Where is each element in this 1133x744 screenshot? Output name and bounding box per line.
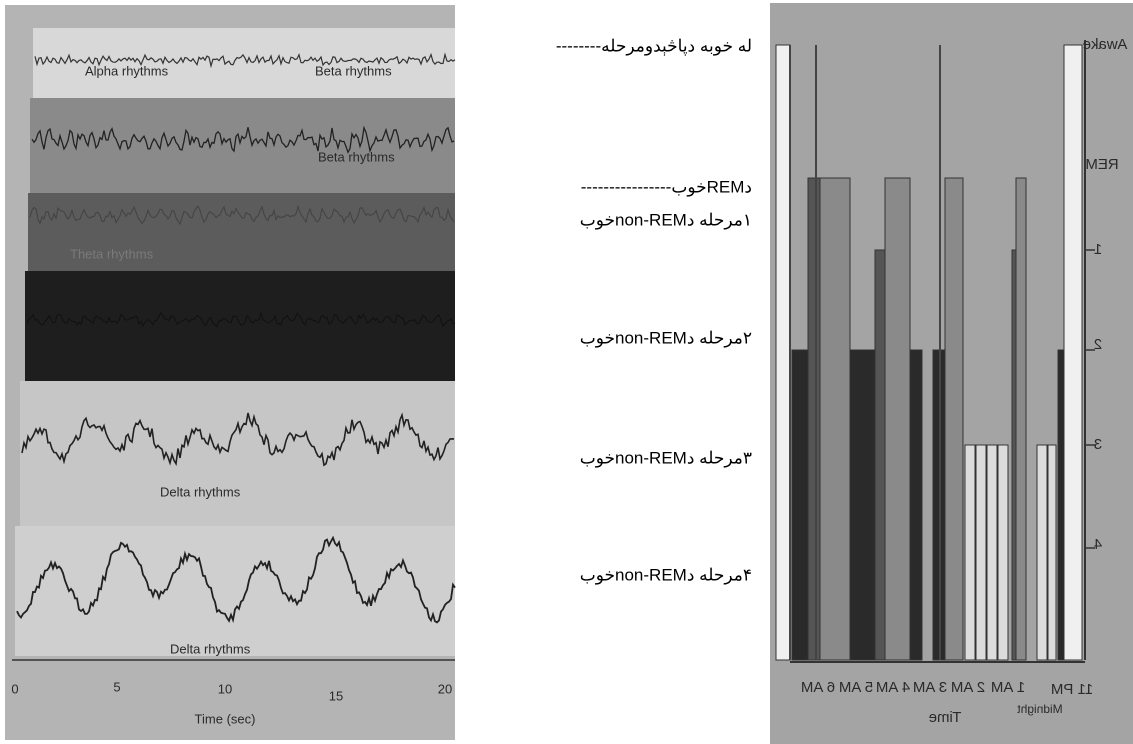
time-tick: 1 AM — [991, 679, 1025, 696]
sleep-bar — [1064, 45, 1082, 660]
stage-label: ۱مرحله دnon-REMخوب — [580, 210, 752, 230]
stage-tick: Awake — [1083, 36, 1128, 53]
sleep-bar — [987, 445, 997, 660]
stage-label: ۳مرحله دnon-REMخوب — [580, 448, 752, 468]
sleep-bar — [998, 445, 1008, 660]
sleep-bar — [1016, 178, 1026, 660]
page: Alpha rhythms Beta rhythms Beta rhythms … — [0, 0, 1133, 744]
time-tick: 2 AM — [951, 679, 985, 696]
tick-label: 20 — [438, 681, 452, 696]
tick-label: 0 — [11, 681, 18, 696]
time-tick: 5 AM — [839, 679, 873, 696]
trace-label: Beta rhythms — [318, 149, 395, 164]
axis-label: Time (sec) — [195, 711, 256, 726]
stage-label: دREMخوب---------------- — [581, 177, 752, 197]
stage-tick: 2 — [1094, 336, 1102, 353]
tick-label: 5 — [113, 679, 120, 694]
tick-label: 10 — [218, 681, 232, 696]
tick-label: 15 — [329, 688, 343, 703]
trace-label: Alpha rhythms — [85, 63, 169, 78]
stage-labels: له خوبه دپاڅېدومرحله-------- دREMخوب----… — [556, 36, 752, 585]
stage-tick: 4 — [1094, 536, 1102, 553]
time-tick: Midnight — [1017, 702, 1063, 716]
time-tick: 6 AM — [801, 679, 835, 696]
sleep-bar — [910, 350, 922, 660]
sleep-bar — [945, 178, 963, 660]
eeg-band — [20, 381, 455, 526]
sleep-bar — [976, 445, 986, 660]
sleep-bar — [850, 350, 875, 660]
trace-label: Delta rhythms — [160, 484, 241, 499]
eeg-band — [30, 98, 455, 193]
sleep-bar — [1037, 445, 1047, 660]
time-tick: 11 PM — [1051, 681, 1093, 698]
trace-label: Delta rhythms — [170, 641, 251, 656]
stage-tick: REM — [1085, 156, 1118, 173]
stage-label: ۴مرحله دnon-REMخوب — [580, 565, 752, 585]
time-tick: 3 AM — [913, 679, 947, 696]
eeg-band — [15, 526, 455, 656]
eeg-band — [25, 271, 455, 381]
stage-tick: 3 — [1094, 436, 1102, 453]
sleep-bar — [776, 45, 790, 660]
trace-label: Beta rhythms — [315, 63, 392, 78]
stage-label: ۲مرحله دnon-REMخوب — [580, 328, 752, 348]
axis-label: Time — [929, 709, 962, 726]
trace-label: Theta rhythms — [70, 246, 154, 261]
sleep-bar — [885, 178, 910, 660]
time-tick: 4 AM — [876, 679, 910, 696]
stage-tick: 1 — [1094, 241, 1102, 258]
stage-label: له خوبه دپاڅېدومرحله-------- — [556, 36, 752, 56]
sleep-bar — [820, 178, 850, 660]
sleep-bar — [1048, 445, 1056, 660]
sleep-bar — [965, 445, 975, 660]
